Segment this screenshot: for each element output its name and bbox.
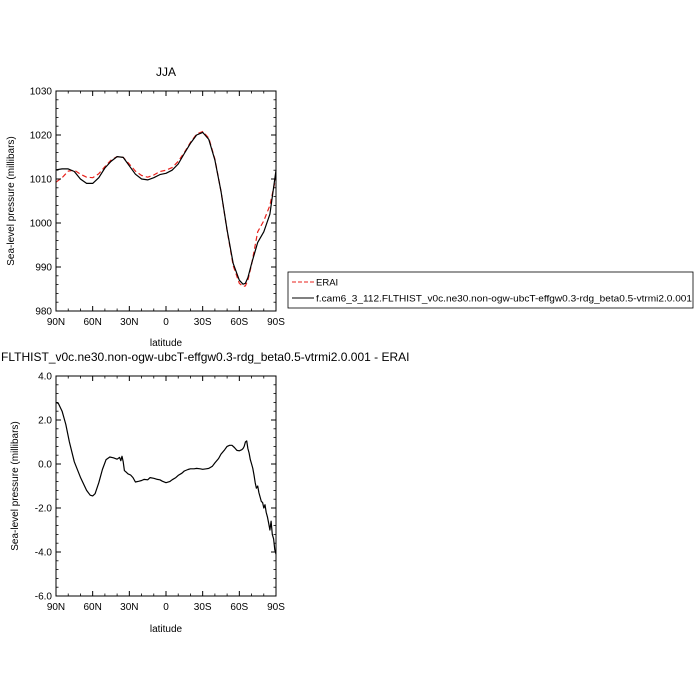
top-panel-y-tick-label: 1020 (30, 131, 53, 142)
bottom-panel-x-tick-label: 60S (230, 602, 248, 613)
bottom-panel-x-tick-label: 90S (267, 602, 285, 613)
top-panel-x-tick-label: 0 (163, 317, 169, 328)
top-panel-x-tick-label: 60N (83, 317, 101, 328)
bottom-panel-x-tick-label: 30S (194, 602, 212, 613)
top-panel-series-line-0 (55, 130, 277, 287)
top-panel-y-tick-label: 980 (35, 307, 52, 318)
top-panel-marks (55, 130, 277, 287)
bottom-panel-axis-ticks: 90N 60N 30N 0 30S 60S 90S -6.0 -4.0 -2.0 0.0 2.0 4.0 (35, 372, 285, 614)
bottom-panel-marks (55, 401, 277, 555)
top-panel-y-tick-label: 1030 (30, 87, 53, 98)
bottom-panel-y-tick-label: -6.0 (35, 592, 53, 603)
legend-box (287, 271, 694, 309)
top-panel-axis-ticks: 90N 60N 30N 0 30S 60S 90S 980 990 1000 1010 1020 103… (30, 87, 285, 329)
top-panel-x-tick-label: 60S (230, 317, 248, 328)
top-panel-y-tick-label: 1010 (30, 175, 53, 186)
bottom-panel-x-tick-label: 0 (163, 602, 169, 613)
bottom-panel-series-line-0 (55, 401, 277, 555)
top-panel-legend: ERAI f.cam6_3_112.FLTHIST_v0c.ne30.non-o… (287, 271, 694, 309)
legend-label-erai: ERAI (316, 278, 338, 289)
top-panel-x-tick-label: 30N (120, 317, 138, 328)
bottom-panel-y-tick-label: -4.0 (35, 548, 53, 559)
bottom-panel-slp-difference: f.cam6_3_112.FLTHIST_v0c.ne30.non-ogw-ub… (0, 350, 409, 635)
bottom-panel-x-tick-label: 60N (83, 602, 101, 613)
legend-label-model: f.cam6_3_112.FLTHIST_v0c.ne30.non-ogw-ub… (316, 294, 692, 305)
top-panel-title: JJA (156, 65, 176, 79)
top-panel-series-line-1 (55, 131, 277, 285)
bottom-panel-y-tick-label: 2.0 (38, 416, 52, 427)
top-panel-slp-jja: JJA 90N 60N 30N 0 30S 60S 90S 980 990 1000 1010 102… (6, 65, 694, 349)
bottom-panel-y-tick-label: 0.0 (38, 460, 52, 471)
bottom-panel-x-tick-label: 30N (120, 602, 138, 613)
top-panel-x-tick-label: 90N (47, 317, 65, 328)
bottom-panel-x-axis-label: latitude (150, 624, 183, 635)
bottom-panel-y-axis-label: Sea-level pressure (millibars) (10, 421, 21, 550)
top-panel-y-axis-label: Sea-level pressure (millibars) (6, 136, 17, 265)
bottom-panel-x-tick-label: 90N (47, 602, 65, 613)
bottom-panel-y-tick-label: -2.0 (35, 504, 53, 515)
top-panel-x-axis-label: latitude (150, 338, 183, 349)
bottom-panel-title: f.cam6_3_112.FLTHIST_v0c.ne30.non-ogw-ub… (0, 350, 409, 364)
bottom-panel-y-tick-label: 4.0 (38, 372, 52, 383)
top-panel-x-tick-label: 30S (194, 317, 212, 328)
top-panel-y-tick-label: 990 (35, 263, 52, 274)
top-panel-y-tick-label: 1000 (30, 219, 53, 230)
top-panel-x-tick-label: 90S (267, 317, 285, 328)
